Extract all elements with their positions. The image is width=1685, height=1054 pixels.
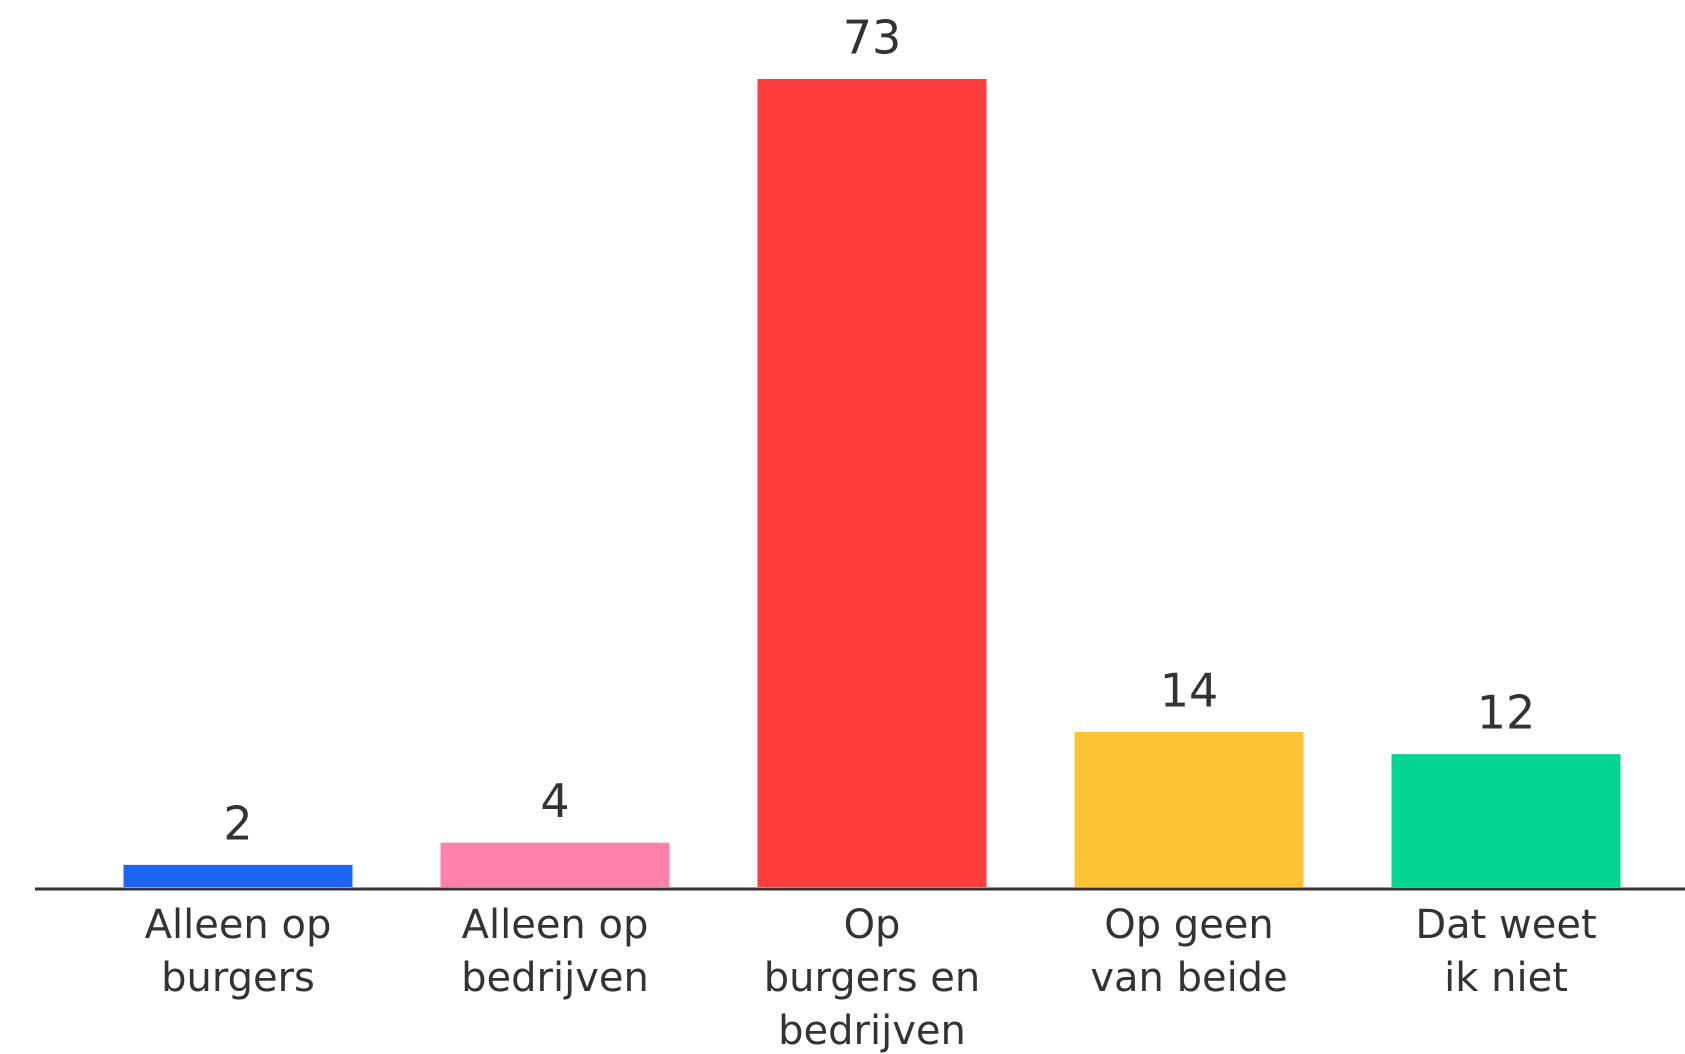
value-label: 2 [223,796,252,850]
x-tick-label: burgers en [764,955,980,1001]
x-tick-label: van beide [1090,955,1287,1001]
x-tick-label: Alleen op [462,902,649,948]
value-label: 12 [1477,686,1536,740]
x-tick-label: Alleen op [145,902,332,948]
x-tick-label: Op [844,902,901,948]
value-label: 73 [843,11,902,65]
x-tick-label: ik niet [1444,955,1568,1001]
bar [1391,754,1621,887]
x-tick-label: Dat weet [1415,902,1596,948]
x-tick-label: bedrijven [461,955,649,1001]
x-tick-label: bedrijven [778,1008,966,1054]
bar [123,864,353,887]
value-label: 4 [540,774,569,828]
bar [757,79,987,887]
x-tick-label: burgers [161,955,315,1001]
bar [1074,732,1304,887]
bar [440,842,670,887]
x-tick-label: Op geen [1104,902,1274,948]
value-label: 14 [1160,664,1219,718]
